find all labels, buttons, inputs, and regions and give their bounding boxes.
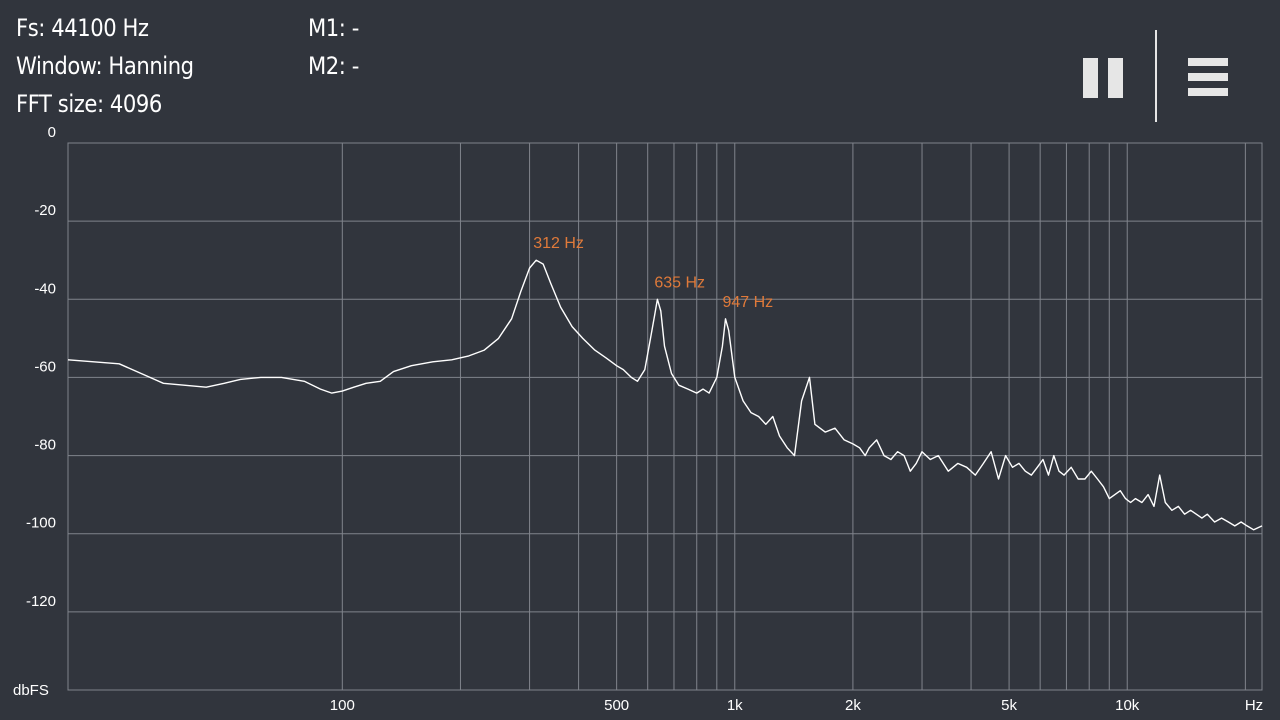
pause-icon xyxy=(1108,58,1123,98)
pause-icon xyxy=(1083,58,1098,98)
peak-annotations: 312 Hz 635 Hz 947 Hz xyxy=(533,235,773,311)
toolbar-divider xyxy=(1155,30,1157,122)
x-tick-label: 1k xyxy=(727,697,743,714)
y-tick-label: -100 xyxy=(26,515,56,532)
sample-rate-label: Fs: 44100 Hz xyxy=(16,14,149,42)
menu-button[interactable] xyxy=(1185,58,1231,102)
x-tick-label: 10k xyxy=(1115,697,1140,714)
marker-m2-label: M2: - xyxy=(308,52,359,80)
peak-frequency-label: 947 Hz xyxy=(722,294,773,311)
x-tick-label: 5k xyxy=(1001,697,1017,714)
x-axis-unit-label: Hz xyxy=(1245,697,1263,714)
x-tick-label: 500 xyxy=(604,697,629,714)
marker-m1-label: M1: - xyxy=(308,14,359,42)
chart-grid xyxy=(67,142,1263,691)
y-tick-label: -40 xyxy=(34,280,56,297)
pause-button[interactable] xyxy=(1080,56,1128,100)
y-tick-label: 0 xyxy=(48,124,56,141)
y-tick-label: -80 xyxy=(34,437,56,454)
hamburger-menu-icon xyxy=(1185,58,1231,102)
x-tick-label: 2k xyxy=(845,697,861,714)
peak-frequency-label: 635 Hz xyxy=(654,274,705,291)
y-tick-label: -120 xyxy=(26,593,56,610)
toolbar xyxy=(1070,28,1260,124)
spectrum-trace xyxy=(67,259,1263,531)
y-tick-label: -20 xyxy=(34,202,56,219)
y-axis-unit-label: dbFS xyxy=(13,682,49,699)
y-tick-label: -60 xyxy=(34,358,56,375)
plot-frame xyxy=(67,142,1263,691)
fft-size-label: FFT size: 4096 xyxy=(16,90,162,118)
x-tick-label: 100 xyxy=(330,697,355,714)
marker-info: M1: - M2: - xyxy=(308,9,359,85)
peak-frequency-label: 312 Hz xyxy=(533,235,584,252)
signal-info: Fs: 44100 Hz Window: Hanning FFT size: 4… xyxy=(16,9,194,123)
window-type-label: Window: Hanning xyxy=(16,52,194,80)
chart-labels: 0 -20 -40 -60 -80 -100 -120 100 500 1k 2k 5k 10k dbFS… xyxy=(13,124,1263,714)
spectrum-trace-group xyxy=(67,259,1263,531)
